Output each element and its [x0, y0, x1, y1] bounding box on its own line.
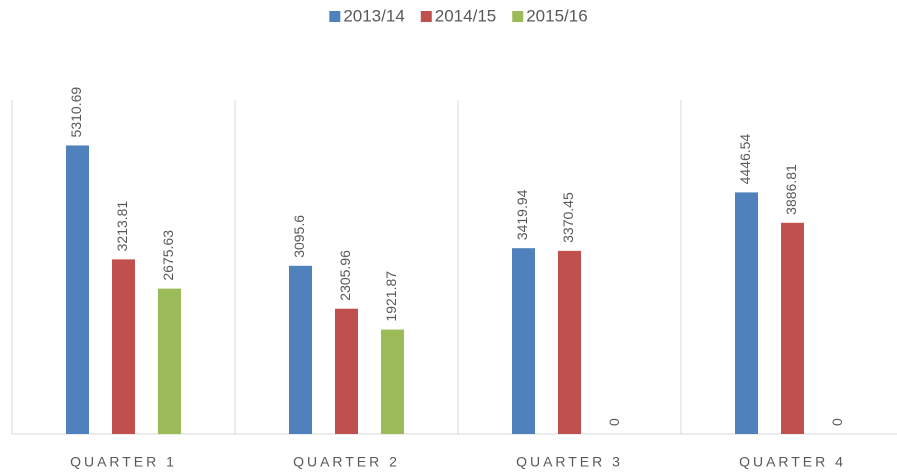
bar	[558, 250, 581, 434]
data-label: 3419.94	[514, 189, 530, 240]
bar	[735, 192, 758, 434]
data-label: 3095.6	[291, 215, 307, 258]
legend-swatch	[420, 11, 432, 22]
data-label: 4446.54	[737, 134, 753, 185]
data-label: 0	[606, 418, 622, 426]
bar	[381, 329, 404, 434]
legend: 2013/14 2014/15 2015/16	[329, 6, 588, 25]
bar	[335, 308, 358, 434]
data-label: 1921.87	[383, 271, 399, 322]
data-label: 5310.69	[68, 87, 84, 138]
data-label: 3213.81	[114, 201, 130, 252]
data-label: 3886.81	[783, 164, 799, 215]
data-label: 3370.45	[560, 192, 576, 243]
bar	[781, 222, 804, 434]
bar	[158, 288, 181, 434]
bar	[512, 248, 535, 434]
x-tick-label: QUARTER 2	[293, 454, 400, 470]
x-tick-label: QUARTER 1	[70, 454, 177, 470]
bar	[66, 145, 89, 434]
bar	[289, 265, 312, 434]
x-tick-label: QUARTER 4	[739, 454, 846, 470]
x-tick-label: QUARTER 3	[516, 454, 623, 470]
legend-label: 2014/15	[435, 6, 496, 25]
legend-label: 2015/16	[526, 6, 587, 25]
legend-swatch	[329, 11, 341, 22]
data-label: 2675.63	[160, 230, 176, 281]
bar	[112, 259, 135, 434]
legend-label: 2013/14	[343, 6, 404, 25]
data-label: 0	[829, 418, 845, 426]
legend-swatch	[512, 11, 524, 22]
data-label: 2305.96	[337, 250, 353, 301]
